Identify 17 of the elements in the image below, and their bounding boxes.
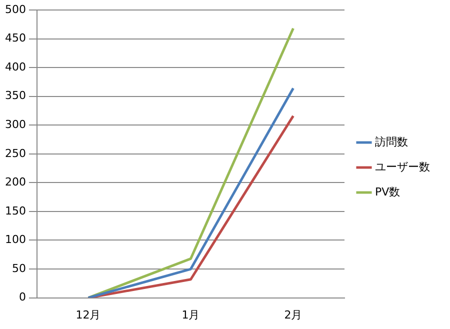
- y-tick-label: 0: [18, 290, 26, 304]
- y-tick-label: 500: [4, 2, 26, 16]
- y-tick-label: 150: [4, 204, 26, 218]
- y-tick-label: 450: [4, 32, 26, 45]
- x-tick-label: 2月: [284, 308, 302, 322]
- legend-label: PV数: [375, 185, 400, 198]
- y-tick-label: 100: [4, 233, 26, 246]
- y-tick-label: 300: [4, 118, 26, 131]
- y-tick-label: 400: [4, 60, 26, 74]
- x-tick-label: 12月: [76, 308, 101, 322]
- y-tick-label: 200: [4, 176, 26, 189]
- x-tick-label: 1月: [182, 308, 200, 322]
- y-tick-label: 350: [4, 89, 26, 102]
- y-tick-label: 50: [12, 262, 26, 275]
- legend-label: ユーザー数: [375, 160, 430, 174]
- legend-label: 訪問数: [375, 135, 408, 148]
- y-tick-label: 250: [4, 146, 26, 160]
